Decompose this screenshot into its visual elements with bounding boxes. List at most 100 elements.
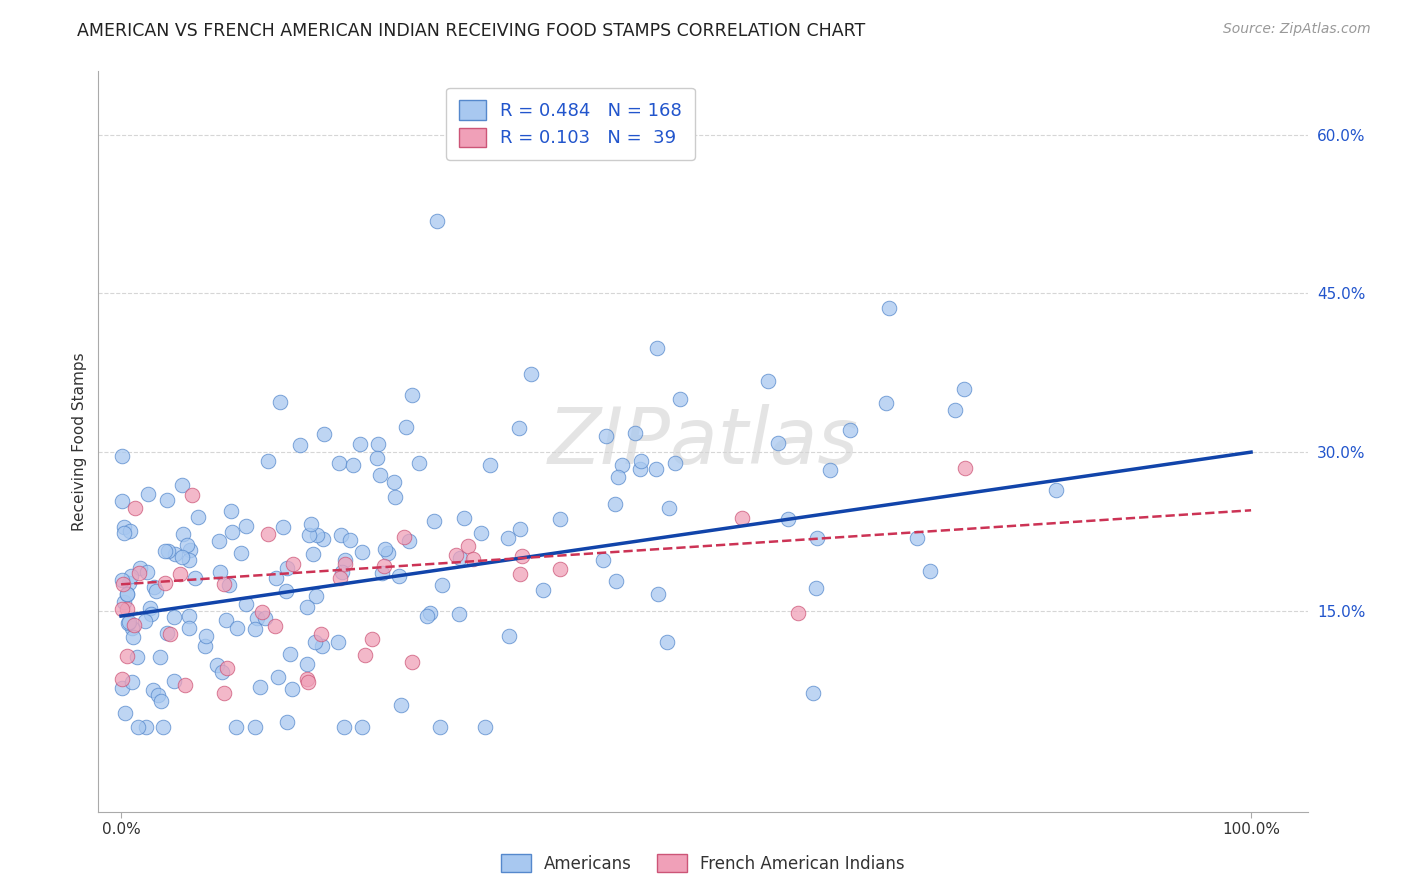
Point — [669, 392, 692, 406]
Text: Source: ZipAtlas.com: Source: ZipAtlas.com — [1223, 22, 1371, 37]
Point — [281, 558, 304, 572]
Point — [804, 581, 827, 595]
Point — [509, 522, 531, 536]
Point — [658, 501, 681, 516]
Legend: R = 0.484   N = 168, R = 0.103   N =  39: R = 0.484 N = 168, R = 0.103 N = 39 — [446, 87, 695, 160]
Point — [226, 621, 249, 635]
Point — [787, 606, 810, 620]
Point — [508, 420, 530, 434]
Point — [548, 562, 571, 576]
Point — [245, 720, 267, 734]
Point — [398, 533, 420, 548]
Point — [453, 511, 475, 525]
Point — [429, 720, 451, 734]
Point — [118, 576, 141, 591]
Text: ZIPatlas: ZIPatlas — [547, 403, 859, 480]
Point — [297, 527, 319, 541]
Point — [401, 388, 423, 402]
Point — [250, 605, 273, 619]
Point — [295, 600, 318, 615]
Point — [111, 573, 134, 587]
Point — [426, 214, 449, 228]
Point — [367, 437, 389, 451]
Point — [333, 552, 356, 566]
Point — [174, 677, 197, 691]
Point — [496, 531, 519, 545]
Point — [246, 611, 269, 625]
Point — [624, 426, 647, 441]
Point — [305, 528, 328, 542]
Point — [952, 382, 974, 396]
Point — [384, 490, 406, 504]
Point — [276, 714, 298, 729]
Point — [295, 657, 318, 671]
Point — [339, 533, 361, 547]
Point — [120, 524, 142, 539]
Point — [422, 514, 444, 528]
Point — [135, 720, 157, 734]
Point — [430, 578, 453, 592]
Point — [350, 544, 373, 558]
Point — [162, 609, 184, 624]
Point — [645, 462, 668, 476]
Point — [839, 423, 862, 437]
Point — [128, 561, 150, 575]
Point — [943, 402, 966, 417]
Point — [419, 606, 441, 620]
Point — [877, 301, 900, 316]
Point — [478, 458, 501, 472]
Point — [630, 454, 652, 468]
Point — [330, 565, 353, 579]
Point — [389, 698, 412, 712]
Point — [215, 661, 238, 675]
Point — [115, 602, 138, 616]
Point — [311, 639, 333, 653]
Point — [253, 610, 276, 624]
Point — [664, 456, 686, 470]
Point — [111, 576, 134, 591]
Point — [219, 504, 242, 518]
Point — [374, 542, 396, 557]
Point — [401, 655, 423, 669]
Point — [195, 629, 218, 643]
Point — [610, 458, 633, 472]
Point — [124, 501, 146, 516]
Point — [444, 548, 467, 562]
Point — [163, 674, 186, 689]
Point — [305, 589, 328, 603]
Point — [730, 511, 752, 525]
Point — [264, 619, 287, 633]
Point — [177, 621, 200, 635]
Point — [645, 341, 668, 355]
Point — [136, 565, 159, 579]
Point — [395, 420, 418, 434]
Point — [177, 609, 200, 624]
Point — [387, 569, 409, 583]
Point — [329, 527, 352, 541]
Point — [905, 531, 928, 545]
Point — [354, 648, 377, 662]
Point — [149, 649, 172, 664]
Point — [457, 539, 479, 553]
Point — [208, 534, 231, 549]
Point — [115, 649, 138, 664]
Point — [595, 429, 617, 443]
Point — [176, 538, 198, 552]
Point — [592, 552, 614, 566]
Point — [172, 549, 194, 564]
Point — [463, 551, 485, 566]
Point — [139, 607, 162, 621]
Point — [509, 566, 531, 581]
Point — [111, 494, 134, 508]
Y-axis label: Receiving Food Stamps: Receiving Food Stamps — [72, 352, 87, 531]
Point — [112, 525, 135, 540]
Point — [112, 594, 135, 608]
Point — [278, 647, 301, 661]
Point — [245, 622, 267, 636]
Point — [211, 665, 233, 680]
Point — [111, 602, 134, 616]
Point — [309, 627, 332, 641]
Point — [655, 634, 678, 648]
Point — [607, 469, 630, 483]
Point — [520, 367, 543, 381]
